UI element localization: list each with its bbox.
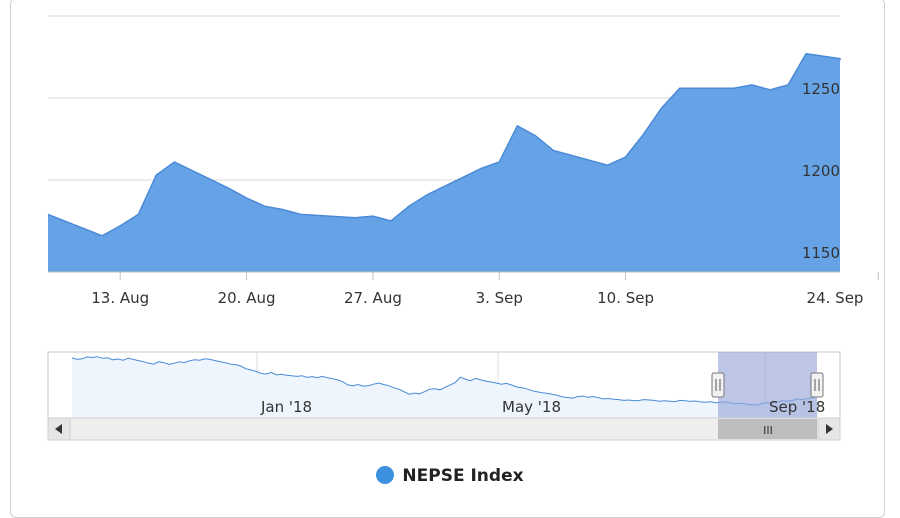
y-tick-label: 1150 <box>802 244 840 262</box>
arrow-right-icon <box>826 424 833 434</box>
scrollbar-thumb[interactable] <box>718 419 817 439</box>
scrollbar[interactable]: III <box>47 417 841 441</box>
navigator[interactable]: Jan '18 May '18 Sep '18 <box>47 351 841 419</box>
y-tick-label: 1200 <box>802 162 840 180</box>
x-tick-label: 24. Sep <box>807 289 864 307</box>
stock-chart: 1150 1200 1250 13. Aug 20. Aug 27. Aug 3. Sep… <box>47 15 879 441</box>
arrow-left-icon <box>55 424 62 434</box>
scroll-right-button[interactable] <box>817 417 841 441</box>
navigator-axis-labels: Jan '18 May '18 Sep '18 <box>260 398 825 416</box>
x-tick-label: 20. Aug <box>218 289 276 307</box>
navigator-right-handle[interactable] <box>810 372 824 398</box>
x-tick-label: 27. Aug <box>344 289 402 307</box>
scroll-left-button[interactable] <box>47 417 71 441</box>
x-tick-label: 3. Sep <box>476 289 523 307</box>
scrollbar-grip: III <box>763 424 773 437</box>
y-tick-label: 1250 <box>802 80 840 98</box>
navigator-tick-label: May '18 <box>502 398 561 416</box>
x-tick-label: 13. Aug <box>91 289 149 307</box>
nepse-index-area <box>48 53 840 273</box>
navigator-selection-mask[interactable] <box>718 352 817 418</box>
nepse-index-line <box>47 52 841 237</box>
x-tick-label: 10. Sep <box>597 289 654 307</box>
navigator-tick-label: Sep '18 <box>769 398 825 416</box>
x-axis-labels: 13. Aug 20. Aug 27. Aug 3. Sep 10. Sep 24. Se… <box>91 272 879 307</box>
legend[interactable]: NEPSE Index <box>0 466 900 486</box>
y-axis-labels: 1150 1200 1250 <box>802 80 840 262</box>
navigator-tick-label: Jan '18 <box>260 398 312 416</box>
navigator-left-handle[interactable] <box>711 372 725 398</box>
legend-label: NEPSE Index <box>402 466 524 486</box>
navigator-line <box>71 356 819 406</box>
legend-marker-icon <box>376 466 395 484</box>
